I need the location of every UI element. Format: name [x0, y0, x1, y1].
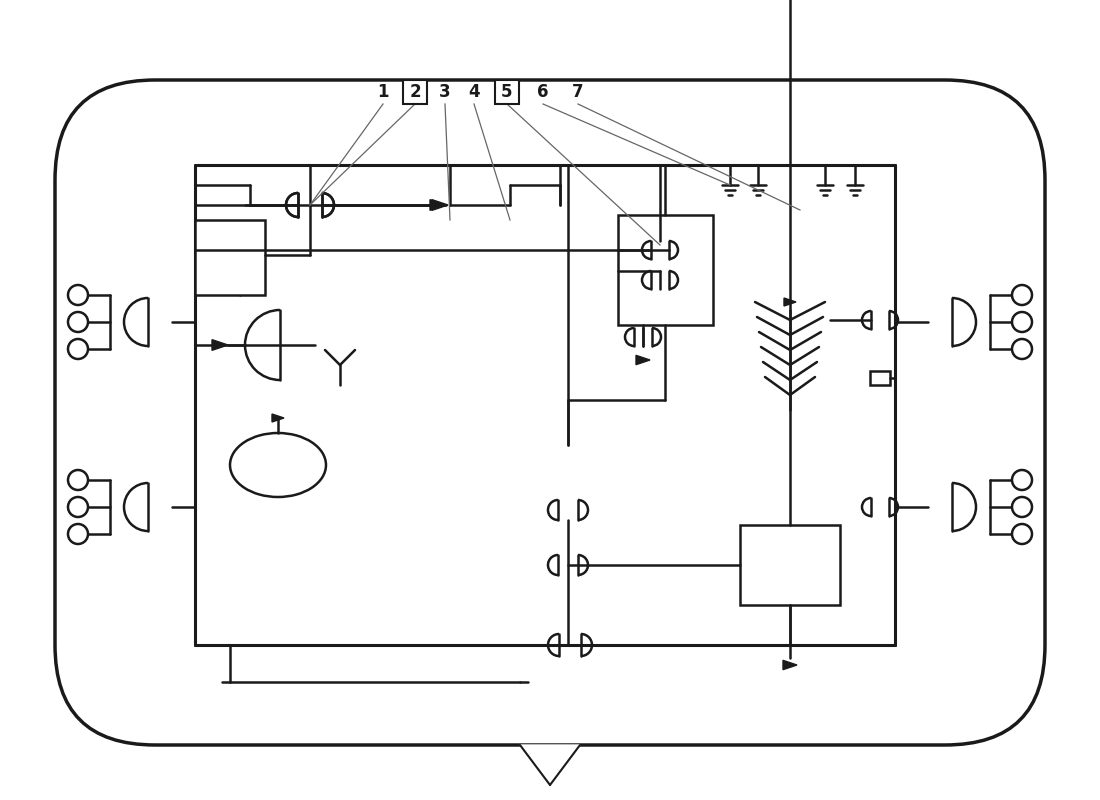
Text: 4: 4: [469, 83, 480, 101]
Circle shape: [68, 339, 88, 359]
Text: eurospares: eurospares: [681, 593, 839, 617]
Circle shape: [68, 312, 88, 332]
Circle shape: [1012, 285, 1032, 305]
Text: eurospares: eurospares: [211, 593, 370, 617]
Bar: [495, 80, 519, 104]
Circle shape: [1012, 524, 1032, 544]
Text: 6: 6: [537, 83, 549, 101]
Bar: [618, 215, 713, 325]
Text: 5: 5: [502, 83, 513, 101]
Polygon shape: [430, 200, 446, 210]
Bar: [740, 525, 840, 605]
Bar: [870, 371, 890, 385]
Bar: [403, 80, 427, 104]
Text: eurospares: eurospares: [681, 153, 839, 177]
Polygon shape: [636, 355, 650, 365]
Circle shape: [68, 285, 88, 305]
Circle shape: [68, 497, 88, 517]
Circle shape: [68, 524, 88, 544]
Text: 3: 3: [439, 83, 451, 101]
Circle shape: [1012, 497, 1032, 517]
Polygon shape: [432, 200, 448, 210]
Polygon shape: [784, 298, 796, 306]
Text: 2: 2: [409, 83, 421, 101]
FancyBboxPatch shape: [55, 80, 1045, 745]
Text: 7: 7: [572, 83, 584, 101]
Polygon shape: [272, 414, 284, 422]
Polygon shape: [783, 660, 798, 670]
Bar: [195, 220, 265, 295]
Circle shape: [1012, 312, 1032, 332]
Text: eurospares: eurospares: [211, 153, 370, 177]
Circle shape: [1012, 339, 1032, 359]
Circle shape: [1012, 470, 1032, 490]
Circle shape: [68, 470, 88, 490]
Polygon shape: [520, 745, 580, 785]
Text: 1: 1: [377, 83, 388, 101]
Polygon shape: [212, 340, 228, 350]
